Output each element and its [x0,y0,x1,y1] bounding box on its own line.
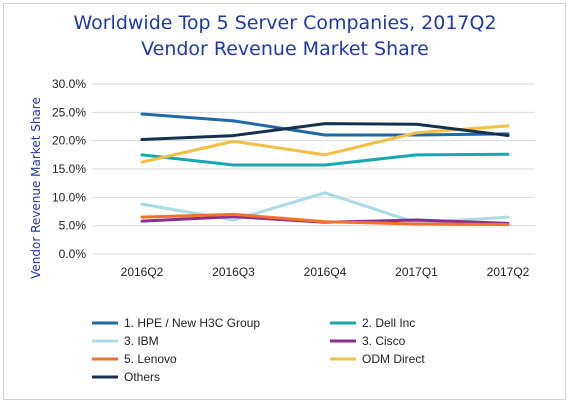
legend-label: 2. Dell Inc [362,316,415,330]
y-axis-ticks: 0.0% 5.0% 10.0% 15.0% 20.0% 25.0% 30.0% [52,77,86,261]
x-tick-label: 2017Q1 [395,265,438,279]
legend-label: 3. Cisco [362,334,406,348]
series-line [140,124,510,164]
legend-label: Others [124,370,160,384]
series-line [140,212,510,227]
legend-label: 1. HPE / New H3C Group [124,316,260,330]
y-tick-label: 10.0% [52,190,86,204]
chart-title: Worldwide Top 5 Server Companies, 2017Q2 [73,12,497,34]
y-tick-label: 30.0% [52,77,86,91]
series-line [140,122,510,142]
series-line [140,152,510,167]
y-tick-label: 5.0% [59,219,87,233]
legend-label: 3. IBM [124,334,159,348]
chart-subtitle: Vendor Revenue Market Share [141,38,429,60]
series-line [140,112,510,137]
series-lines [140,112,510,227]
x-tick-label: 2016Q3 [212,265,255,279]
x-tick-label: 2016Q4 [304,265,347,279]
grid [92,83,535,255]
y-tick-label: 15.0% [52,162,86,176]
y-tick-label: 20.0% [52,134,86,148]
legend-label: 5. Lenovo [124,352,177,366]
legend-label: ODM Direct [362,352,425,366]
y-axis-label: Vendor Revenue Market Share [29,97,43,279]
x-tick-label: 2017Q2 [487,265,530,279]
y-tick-label: 25.0% [52,105,86,119]
x-axis-ticks: 2016Q2 2016Q3 2016Q4 2017Q1 2017Q2 [121,265,530,279]
x-tick-label: 2016Q2 [121,265,164,279]
chart-frame [3,3,566,400]
legend: 1. HPE / New H3C Group 2. Dell Inc 3. IBM 3… [92,316,425,384]
y-tick-label: 0.0% [59,247,87,261]
